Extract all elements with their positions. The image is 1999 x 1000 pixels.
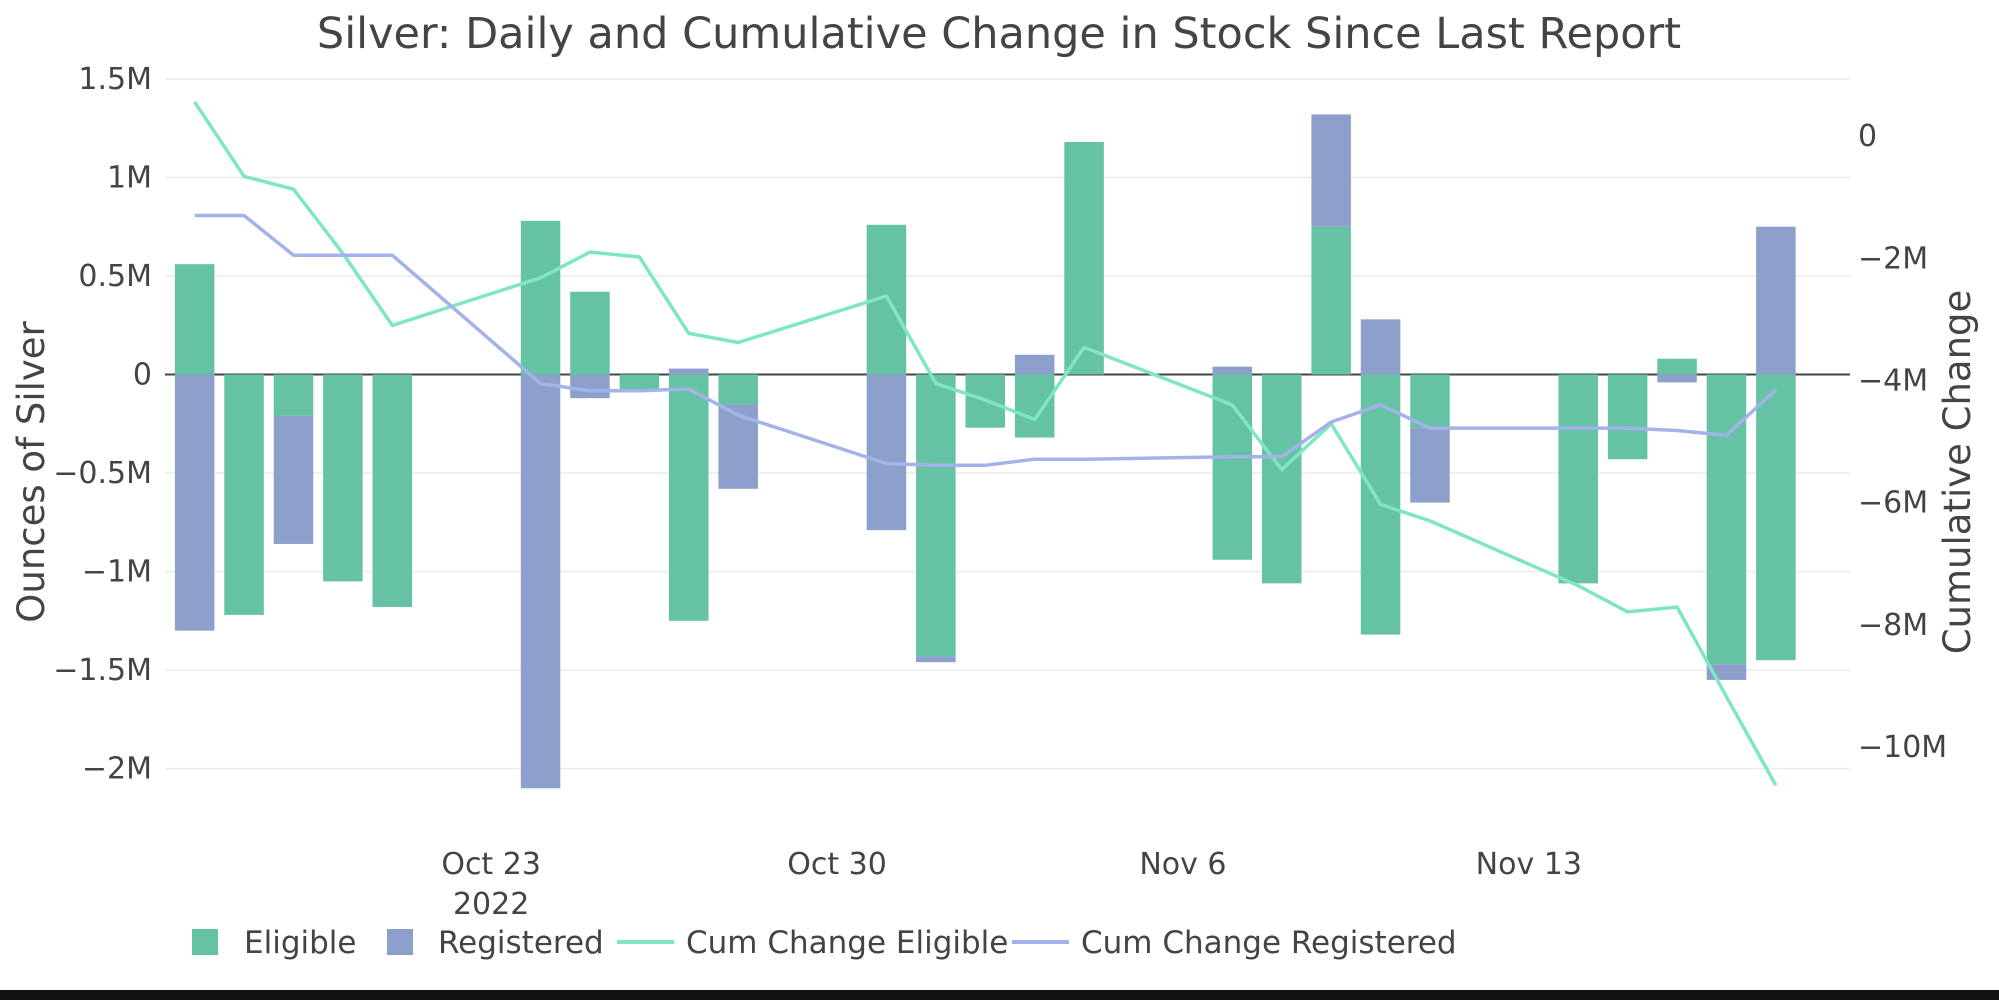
- x-axis-ticks: Oct 23 2022 Oct 30 Nov 6 Nov 13: [441, 847, 1582, 922]
- bottom-rule: [0, 990, 1999, 1000]
- y2-tick-label: 0: [1858, 119, 1877, 154]
- chart-title: Silver: Daily and Cumulative Change in S…: [317, 9, 1681, 59]
- y2-tick-label: −6M: [1858, 486, 1928, 521]
- y-tick-label: 0.5M: [78, 259, 152, 294]
- x-tick-sublabel: 2022: [453, 887, 529, 922]
- bar-eligible: [1014, 374, 1055, 438]
- y2-tick-label: −2M: [1858, 241, 1928, 276]
- y-tick-label: −1M: [82, 555, 152, 590]
- bar-eligible: [1261, 374, 1302, 584]
- bar-eligible: [224, 374, 264, 615]
- cumulative-lines: [193, 100, 1778, 787]
- y-tick-label: 0: [133, 358, 152, 393]
- bar-eligible: [1064, 141, 1104, 375]
- bar-registered: [273, 415, 314, 544]
- bar-registered: [570, 374, 610, 399]
- y2-tick-label: −4M: [1858, 363, 1928, 398]
- y2-tick-label: −10M: [1858, 730, 1947, 765]
- legend-cum-eligible-label: Cum Change Eligible: [686, 925, 1008, 961]
- x-tick-label: Nov 6: [1139, 847, 1226, 882]
- bar-registered: [1756, 226, 1796, 375]
- bar-eligible: [1311, 226, 1351, 375]
- bar-registered: [1311, 114, 1351, 227]
- gridlines: [165, 78, 1850, 770]
- legend-registered-swatch: [387, 929, 413, 955]
- bar-eligible: [1756, 374, 1796, 661]
- bar-registered: [1212, 366, 1253, 375]
- bar-eligible: [1706, 374, 1747, 665]
- x-tick-label: Nov 13: [1476, 847, 1582, 882]
- legend-registered-label: Registered: [438, 925, 604, 961]
- y2-tick-label: −8M: [1858, 608, 1928, 643]
- bar-eligible: [1410, 374, 1450, 428]
- bar-eligible: [323, 374, 363, 582]
- bar-eligible: [372, 374, 413, 608]
- bar-registered: [866, 374, 907, 531]
- bar-eligible: [619, 374, 660, 391]
- bar-eligible: [1657, 358, 1697, 375]
- line-cum-change-registered: [194, 213, 1778, 468]
- bar-registered: [669, 368, 709, 375]
- legend-cum-registered-label: Cum Change Registered: [1081, 925, 1457, 961]
- bar-eligible: [273, 374, 314, 416]
- y-tick-label: −2M: [82, 752, 152, 787]
- y-tick-label: −0.5M: [53, 456, 152, 491]
- y-axis-ticks: 1.5M 1M 0.5M 0 −0.5M −1M −1.5M −2M: [53, 62, 152, 787]
- bar-eligible: [669, 374, 709, 621]
- y2-axis-label: Cumulative Change: [1936, 290, 1979, 655]
- y-tick-label: 1M: [107, 160, 152, 195]
- bar-registered: [1014, 354, 1055, 375]
- bar-registered: [1360, 319, 1401, 375]
- bar-eligible: [718, 374, 758, 405]
- x-tick-label: Oct 23: [441, 847, 541, 882]
- bar-registered: [916, 656, 956, 663]
- bar-eligible: [520, 220, 561, 375]
- bar-eligible: [570, 291, 610, 375]
- y-tick-label: 1.5M: [78, 62, 152, 97]
- bars: [174, 114, 1796, 789]
- x-tick-label: Oct 30: [787, 847, 887, 882]
- bar-registered: [1657, 374, 1697, 383]
- bar-eligible: [916, 374, 956, 657]
- legend: Eligible Registered Cum Change Eligible Cum…: [192, 925, 1457, 961]
- bar-eligible: [1212, 374, 1253, 560]
- line-cum-change-eligible: [193, 100, 1778, 787]
- bar-eligible: [174, 264, 215, 375]
- legend-eligible-swatch: [192, 929, 218, 955]
- bar-registered: [520, 374, 561, 789]
- bar-eligible: [1558, 374, 1598, 584]
- bar-registered: [174, 374, 215, 631]
- bar-registered: [1410, 427, 1450, 503]
- y2-axis-ticks: 0 −2M −4M −6M −8M −10M: [1858, 119, 1947, 765]
- y-axis-label: Ounces of Silver: [10, 320, 53, 622]
- y-tick-label: −1.5M: [53, 653, 152, 688]
- bar-eligible: [1607, 374, 1648, 460]
- legend-eligible-label: Eligible: [244, 925, 356, 961]
